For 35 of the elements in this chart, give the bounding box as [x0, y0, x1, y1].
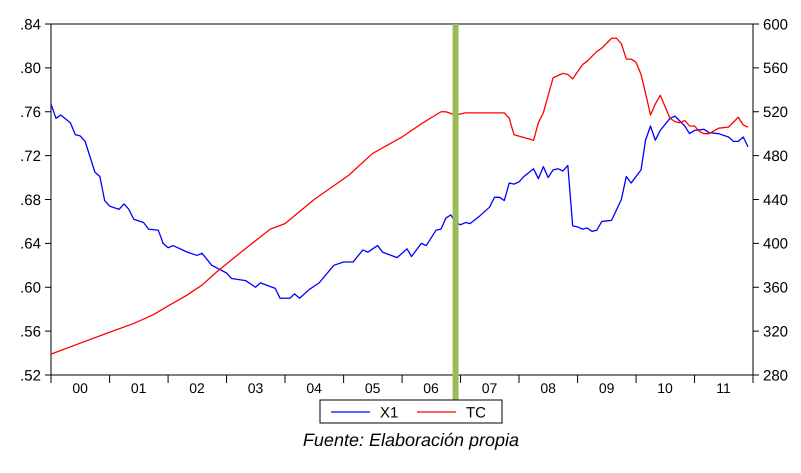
x-tick-label: 03	[248, 380, 264, 396]
y-tick-label: .76	[20, 104, 41, 121]
y2-tick-label: 520	[763, 104, 788, 121]
source-note: Fuente: Elaboración propia	[302, 430, 520, 450]
y-tick-label: .56	[20, 323, 41, 340]
line-series	[50, 103, 749, 299]
y2-tick-label: 440	[763, 192, 788, 209]
x-tick-label: 00	[72, 380, 88, 396]
y-tick-label: .72	[20, 148, 41, 165]
y2-tick-label: 280	[763, 367, 788, 384]
x-tick-label: 04	[306, 380, 322, 396]
y-tick-label: .60	[20, 280, 41, 296]
y2-tick-label: 360	[763, 280, 788, 296]
legend-label: X1	[380, 404, 398, 422]
y2-tick-label: 480	[763, 148, 788, 165]
x-tick-label: 02	[189, 380, 206, 396]
x-tick-label: 05	[364, 380, 381, 396]
x-tick-label: 07	[482, 380, 498, 396]
line-series	[50, 38, 749, 355]
y2-tick-label: 400	[763, 236, 788, 253]
y-tick-label: .80	[20, 60, 41, 78]
y2-tick-label: 560	[763, 60, 788, 78]
y-tick-label: .64	[20, 236, 41, 253]
y-tick-label: .52	[20, 367, 41, 384]
x-tick-label: 10	[657, 380, 674, 396]
legend-label: TC	[466, 404, 486, 422]
x-tick-label: 11	[716, 380, 732, 396]
x-tick-label: 01	[130, 380, 147, 396]
y2-tick-label: 600	[763, 16, 788, 34]
y-tick-label: .68	[20, 192, 41, 209]
y2-tick-label: 320	[763, 323, 788, 340]
x-tick-label: 08	[540, 380, 556, 396]
y-tick-label: .84	[20, 16, 41, 34]
x-tick-label: 06	[423, 380, 440, 396]
x-tick-label: 09	[598, 380, 615, 396]
